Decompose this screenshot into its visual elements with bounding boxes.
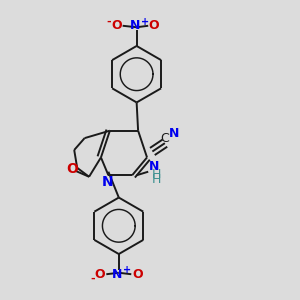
Text: +: + [123, 266, 131, 275]
Text: O: O [66, 162, 78, 176]
Text: O: O [132, 268, 143, 281]
Text: N: N [130, 19, 140, 32]
Text: +: + [141, 17, 149, 27]
Text: N: N [169, 127, 179, 140]
Text: N: N [112, 268, 122, 281]
Text: -: - [90, 274, 95, 284]
Text: -: - [107, 16, 111, 26]
Text: H: H [151, 168, 160, 181]
Text: O: O [95, 268, 105, 281]
Text: N: N [102, 175, 114, 189]
Text: O: O [148, 19, 159, 32]
Text: O: O [111, 19, 122, 32]
Text: H: H [151, 172, 160, 186]
Text: C: C [160, 132, 169, 145]
Text: N: N [148, 160, 159, 173]
